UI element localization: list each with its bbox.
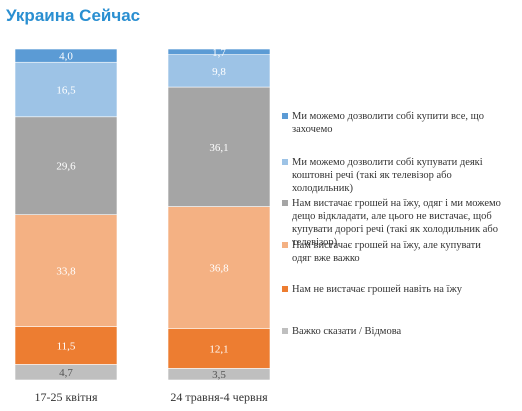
legend-item: Ми можемо дозволити собі купувати деякі … — [282, 156, 502, 195]
legend-label: Ми можемо дозволити собі купити все, що … — [292, 111, 484, 135]
data-label: 9,8 — [212, 66, 226, 78]
legend-item: Нам не вистачає грошей навіть на їжу — [282, 283, 502, 296]
legend-item: Нам вистачає грошей на їжу, але купувати… — [282, 239, 502, 265]
bar-segment — [14, 61, 118, 118]
legend-item: Важко сказати / Відмова — [282, 325, 502, 338]
legend-item: Ми можемо дозволити собі купити все, що … — [282, 110, 502, 136]
bar-segment — [167, 206, 271, 329]
bar-segment — [14, 116, 118, 215]
bar-segment — [167, 86, 271, 207]
data-label: 4,7 — [59, 367, 73, 379]
data-label: 3,5 — [212, 369, 226, 381]
legend-swatch — [282, 286, 288, 292]
data-label: 33,8 — [56, 266, 76, 278]
page-title: Украина Сейчас — [6, 6, 141, 25]
category-label: 24 травня-4 червня — [170, 390, 268, 404]
legend-swatch — [282, 328, 288, 334]
category-label: 17-25 квітня — [34, 390, 97, 404]
bar-segment — [14, 48, 118, 63]
legend-label: Ми можемо дозволити собі купувати деякі … — [292, 157, 483, 194]
legend-label: Важко сказати / Відмова — [292, 326, 402, 337]
data-label: 29,6 — [56, 161, 76, 173]
legend-item: Нам вистачає грошей на їжу, одяг і ми мо… — [282, 197, 502, 249]
bar-segment — [167, 48, 271, 55]
bar-segment — [167, 328, 271, 369]
legend-label: Нам вистачає грошей на їжу, але купувати… — [292, 240, 481, 264]
legend-swatch — [282, 113, 288, 119]
legend-swatch — [282, 200, 288, 206]
bar-segment — [167, 54, 271, 88]
bar-segment — [14, 214, 118, 327]
data-label: 36,1 — [209, 142, 228, 154]
legend-label: Нам вистачає грошей на їжу, одяг і ми мо… — [292, 198, 501, 248]
legend-swatch — [282, 159, 288, 165]
legend-label: Нам не вистачає грошей навіть на їжу — [292, 284, 462, 295]
data-label: 11,5 — [57, 340, 76, 352]
data-label: 36,8 — [209, 262, 229, 274]
data-label: 16,5 — [56, 85, 76, 97]
data-label: 4,0 — [59, 51, 73, 63]
data-label: 12,1 — [209, 343, 228, 355]
data-label: 1,7 — [212, 47, 226, 59]
legend-swatch — [282, 242, 288, 248]
